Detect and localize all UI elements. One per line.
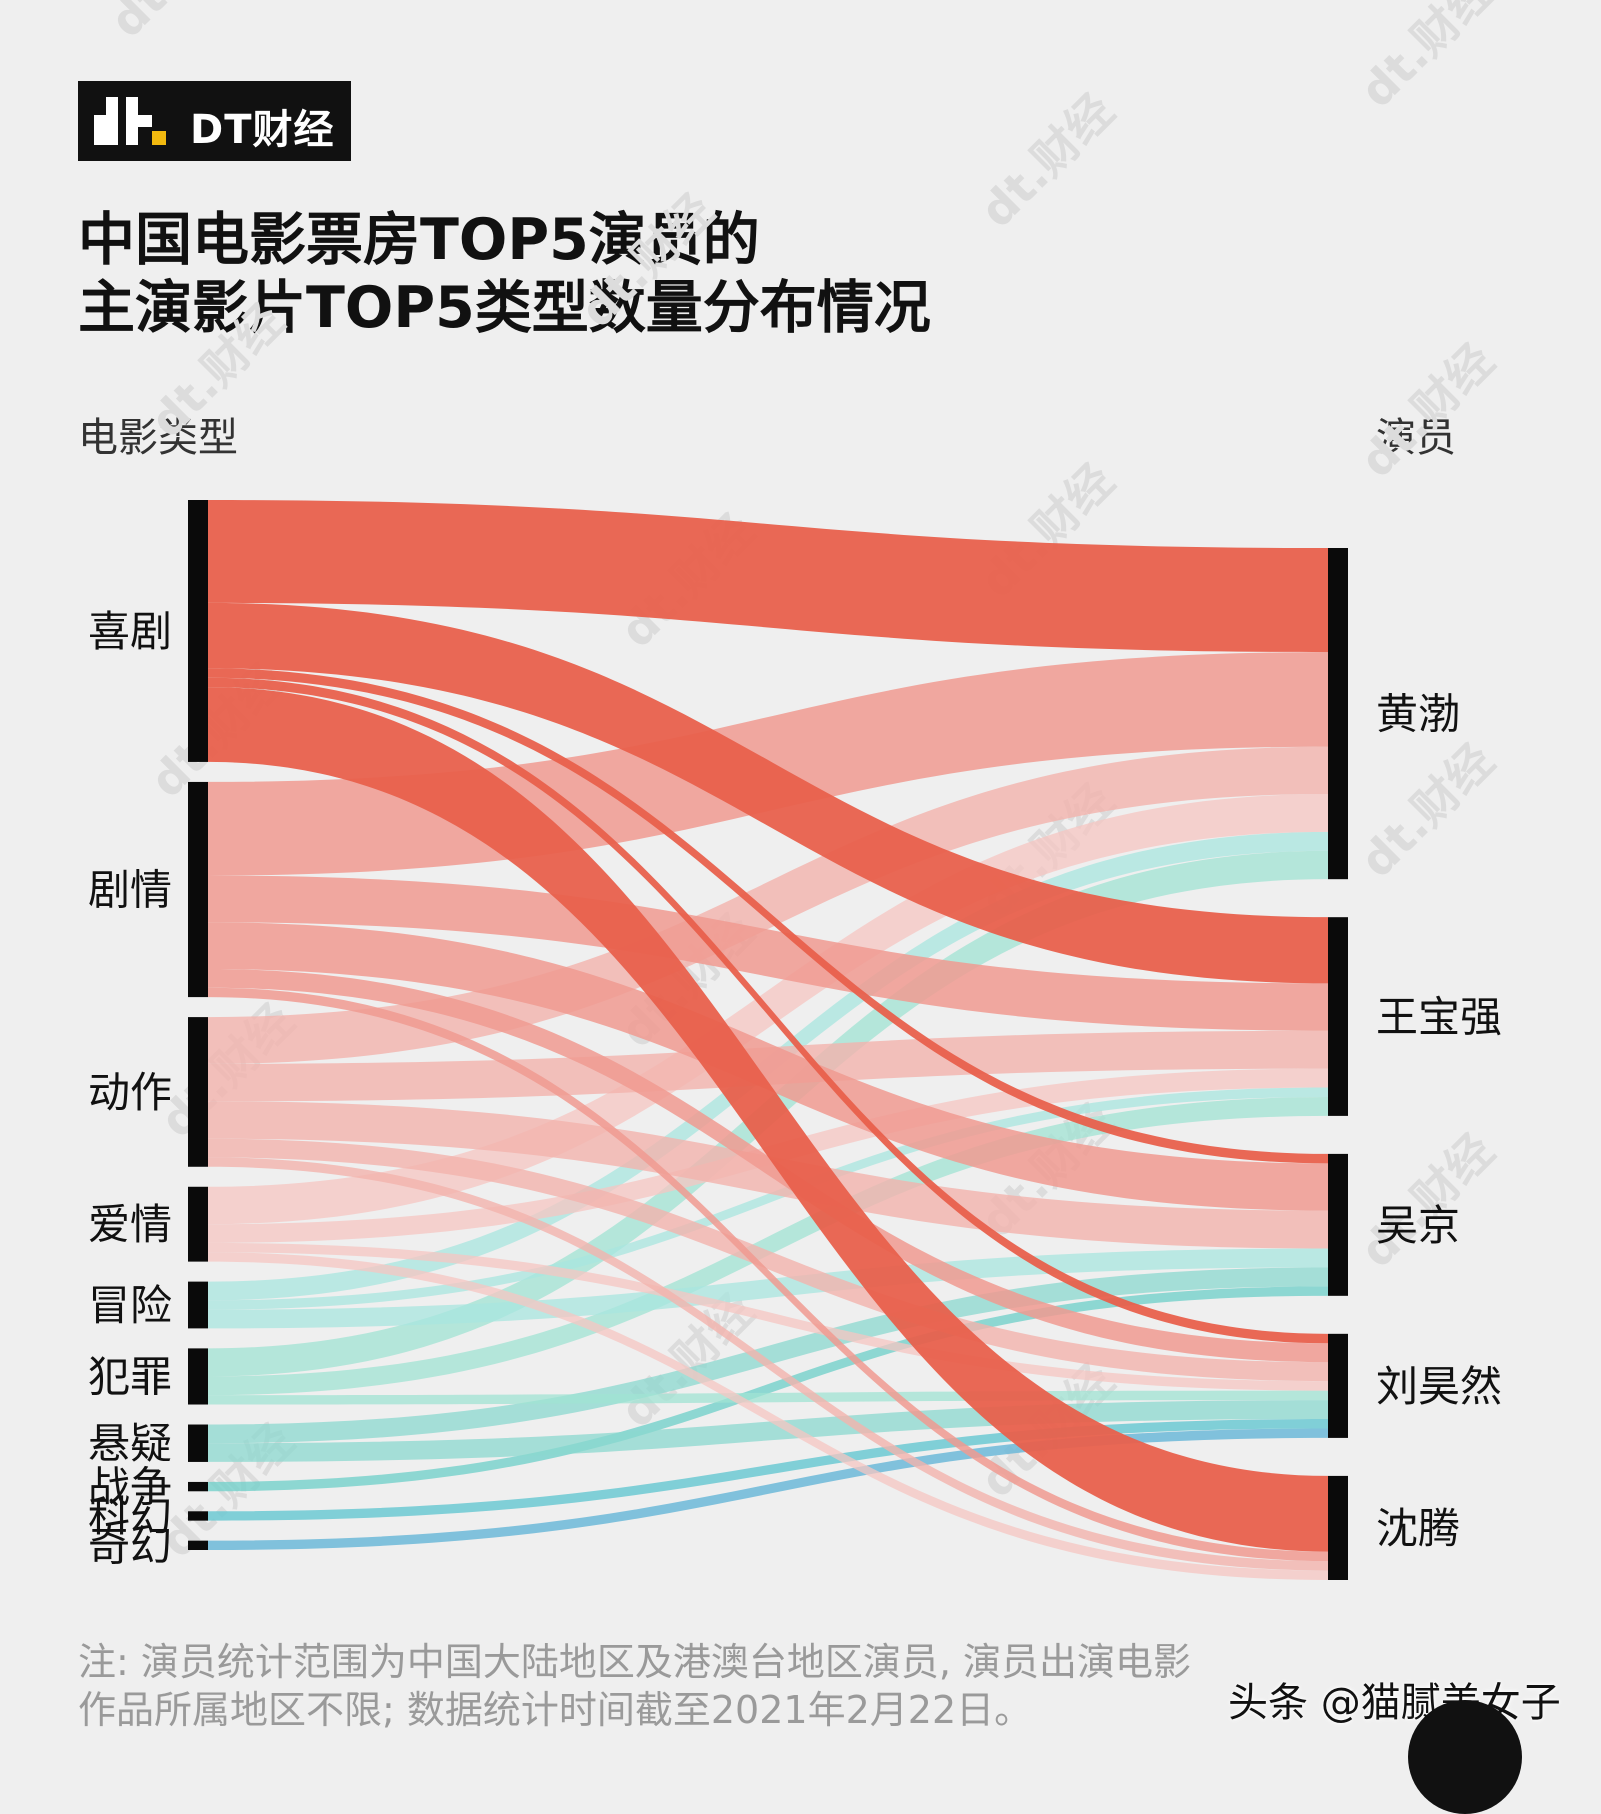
sankey-flow: [208, 1418, 1328, 1521]
sankey-flow: [208, 1252, 1328, 1580]
watermark-text: dt.财经: [1350, 0, 1504, 118]
footnote-line2: 作品所属地区不限; 数据统计时间截至2021年2月22日。: [78, 1688, 1033, 1732]
sankey-flow: [208, 1286, 1328, 1492]
actor-node-bar: [1328, 1333, 1348, 1438]
watermark-text: dt.财经: [570, 183, 724, 337]
sankey-flow: [208, 1242, 1328, 1391]
watermark-text: dt.财经: [140, 293, 294, 447]
sankey-flow: [208, 500, 1328, 653]
watermark-text: dt.财经: [970, 83, 1124, 237]
actor-label: 王宝强: [1376, 993, 1502, 1042]
watermark-text: dt.财经: [1350, 333, 1504, 487]
sankey-flow: [208, 668, 1328, 1164]
genre-node-bar: [188, 1481, 208, 1492]
sankey-flow: [208, 1267, 1328, 1444]
actor-label: 吴京: [1376, 1201, 1460, 1250]
genre-label: 悬疑: [88, 1419, 172, 1468]
credit-text: 头条 @猫腻美女子: [1228, 1680, 1561, 1726]
actor-node-bar: [1328, 1475, 1348, 1580]
actor-label: 沈腾: [1376, 1504, 1460, 1553]
right-axis-label: 演员: [1376, 415, 1456, 461]
genre-node-bar: [188, 1511, 208, 1521]
genre-label: 动作: [88, 1068, 172, 1117]
corner-logo-icon: [1408, 1700, 1522, 1814]
genre-node-bar: [188, 1540, 208, 1550]
actor-node-bar: [1328, 917, 1348, 1116]
actor-node-bar: [1328, 548, 1348, 880]
sankey-chart: dt.财经dt.财经dt.财经dt.财经dt.财经dt.财经dt.财经dt.财经…: [88, 0, 1504, 1580]
left-axis-label: 电影类型: [78, 415, 238, 461]
genre-label: 科幻: [88, 1492, 172, 1541]
sankey-flow: [208, 922, 1328, 1211]
sankey-flow: [208, 602, 1328, 984]
sankey-flow: [208, 1096, 1328, 1396]
sankey-flow: [208, 1087, 1328, 1310]
genre-node-bar: [188, 1017, 208, 1167]
dt-logo-icon: [94, 97, 166, 145]
genre-label: 冒险: [88, 1281, 172, 1330]
genre-node-bar: [188, 1348, 208, 1405]
genre-node-bar: [188, 781, 208, 998]
sankey-flow: [208, 875, 1328, 1031]
genre-label: 战争: [88, 1463, 172, 1512]
sankey-flow: [208, 1138, 1328, 1382]
sankey-flow: [208, 969, 1328, 1363]
sankey-flow: [208, 687, 1328, 1552]
genre-label: 喜剧: [88, 607, 172, 656]
sankey-flow: [208, 746, 1328, 1064]
sankey-flow: [208, 1428, 1328, 1550]
genre-node-bar: [188, 1281, 208, 1329]
actor-label: 黄渤: [1376, 690, 1460, 739]
watermark-text: dt.财经: [1350, 733, 1504, 887]
actor-node-bar: [1328, 1153, 1348, 1296]
sankey-flow: [208, 1157, 1328, 1571]
sankey-flow: [208, 677, 1328, 1344]
genre-label: 爱情: [88, 1200, 172, 1249]
footnote-line1: 注: 演员统计范围为中国大陆地区及港澳台地区演员, 演员出演电影: [78, 1640, 1192, 1684]
sankey-flow: [208, 987, 1328, 1562]
brand-logo: DT财经: [78, 81, 351, 161]
logo-text: DT财经: [190, 107, 335, 153]
genre-label: 奇幻: [88, 1521, 172, 1570]
chart-title-line2: 主演影片TOP5类型数量分布情况: [78, 275, 931, 341]
genre-label: 犯罪: [88, 1352, 172, 1401]
genre-node-bar: [188, 1424, 208, 1462]
chart-title-line1: 中国电影票房TOP5演员的: [78, 207, 760, 273]
genre-node-bar: [188, 1186, 208, 1262]
watermark-text: dt.财经: [100, 0, 254, 48]
genre-node-bar: [188, 500, 208, 762]
genre-label: 剧情: [88, 866, 172, 915]
actor-label: 刘昊然: [1376, 1362, 1502, 1411]
